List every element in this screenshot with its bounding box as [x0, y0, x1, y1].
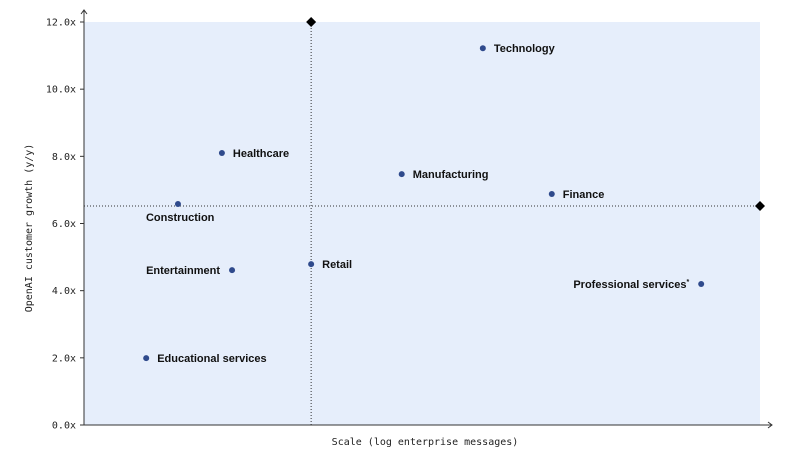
y-axis-label: OpenAI customer growth (y/y) [24, 144, 35, 313]
data-point [174, 201, 181, 208]
y-tick-label: 2.0x [52, 353, 76, 364]
data-point-group: Educational services [143, 353, 267, 365]
y-tick-label: 8.0x [52, 152, 76, 163]
data-label-text: Technology [494, 43, 556, 55]
data-label: Professional services* [573, 279, 689, 291]
data-label-text: Finance [563, 189, 605, 201]
x-axis-arrow [767, 421, 773, 429]
data-point-group: Construction [146, 201, 215, 224]
data-label-text: Entertainment [146, 265, 220, 277]
data-label: Educational services [157, 353, 266, 365]
data-label: Retail [322, 259, 352, 271]
data-point-group: Entertainment [146, 265, 236, 277]
y-tick-label: 0.0x [52, 421, 76, 432]
data-label: Manufacturing [413, 169, 489, 181]
plot-background [84, 22, 760, 425]
data-point-group: Retail [308, 259, 352, 271]
y-tick-label: 4.0x [52, 286, 76, 297]
data-label-text: Professional services [573, 279, 686, 291]
data-point [398, 171, 405, 178]
data-point-group: Professional services* [573, 279, 705, 291]
y-tick-label: 12.0x [46, 18, 76, 29]
data-label: Entertainment [146, 265, 220, 277]
data-label: Finance [563, 189, 605, 201]
data-point [698, 280, 705, 287]
data-label-text: Educational services [157, 353, 266, 365]
y-tick-label: 10.0x [46, 85, 76, 96]
y-axis-arrow [80, 9, 88, 15]
data-point-group: Technology [479, 43, 556, 55]
data-point [308, 261, 315, 268]
y-tick-label: 6.0x [52, 219, 76, 230]
data-label: Technology [494, 43, 556, 55]
x-axis-label: Scale (log enterprise messages) [332, 437, 519, 448]
data-point-group: Finance [548, 189, 605, 201]
footnote-marker: * [686, 279, 689, 286]
data-point [229, 267, 236, 274]
data-label-text: Retail [322, 259, 352, 271]
data-point [143, 355, 150, 362]
data-point-group: Healthcare [218, 148, 289, 160]
data-label: Healthcare [233, 148, 289, 160]
data-point [548, 190, 555, 197]
horizontal-reference-marker [755, 201, 765, 212]
data-label-text: Construction [146, 212, 215, 224]
data-label-text: Manufacturing [413, 169, 489, 181]
vertical-reference-marker [306, 17, 317, 27]
data-point-group: Manufacturing [398, 169, 489, 181]
data-label-text: Healthcare [233, 148, 289, 160]
data-point [479, 45, 486, 52]
data-label: Construction [146, 212, 215, 224]
data-point [218, 149, 225, 156]
